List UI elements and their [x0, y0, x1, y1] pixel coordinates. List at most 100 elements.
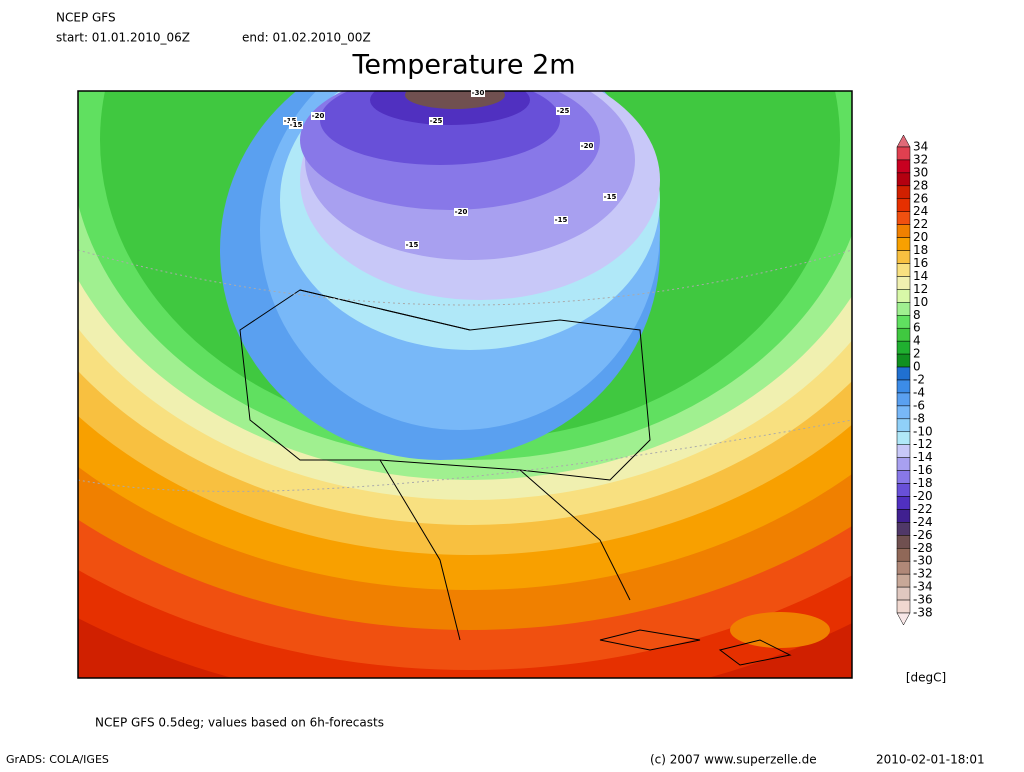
colorbar-label: 24: [913, 204, 928, 218]
colorbar-band: [896, 289, 911, 303]
colorbar-label: 2: [913, 347, 921, 361]
colorbar-label: -24: [913, 515, 933, 529]
colorbar-band: [896, 263, 911, 277]
colorbar-label: -16: [913, 463, 933, 477]
colorbar-label: -18: [913, 476, 933, 490]
contour-label: -30: [472, 89, 485, 97]
colorbar-band: [896, 599, 911, 614]
colorbar-band: [896, 444, 911, 458]
coastline: [599, 629, 792, 666]
colorbar: 3432302826242220181614121086420-2-4-6-8-…: [896, 134, 933, 626]
colorbar-band: [896, 250, 911, 264]
unit-label: [degC]: [906, 671, 946, 685]
colorbar-label: -12: [913, 437, 933, 451]
colorbar-label: 16: [913, 256, 928, 270]
colorbar-band: [896, 340, 911, 355]
contour-label-box: [289, 121, 303, 129]
colorbar-label: 34: [913, 140, 928, 154]
colorbar-band: [896, 379, 911, 394]
colorbar-band: [896, 457, 911, 471]
contour-label: -20: [455, 208, 468, 216]
colorbar-label: -30: [913, 554, 933, 568]
end-label: end: 01.02.2010_00Z: [242, 31, 371, 45]
colorbar-label: -34: [913, 580, 933, 594]
colorbar-band: [896, 405, 911, 420]
contour-labels: -15-20-25-30-25-20-20-15-15-15-15: [283, 89, 617, 249]
colorbar-label: -8: [913, 411, 925, 425]
contour-label-box: [556, 107, 570, 115]
colorbar-band: [896, 185, 911, 200]
colorbar-label: 0: [913, 360, 921, 374]
colorbar-label: -4: [913, 385, 925, 399]
colorbar-band: [896, 224, 911, 238]
contour-label-box: [603, 193, 617, 201]
colorbar-band: [896, 418, 911, 433]
colorbar-cap: [896, 612, 911, 626]
border-line: [299, 289, 631, 641]
contour-label: -15: [290, 121, 303, 129]
colorbar-band: [896, 483, 911, 497]
colorbar-label: -20: [913, 489, 933, 503]
start-label: start: 01.01.2010_06Z: [56, 31, 190, 45]
colorbar-band: [896, 327, 911, 342]
field: [730, 612, 830, 648]
contour-label-box: [405, 241, 419, 249]
colorbar-label: -6: [913, 398, 925, 412]
colorbar-label: -10: [913, 424, 933, 438]
colorbar-label: -22: [913, 502, 933, 516]
contour-label: -20: [581, 142, 594, 150]
colorbar-label: -36: [913, 593, 933, 607]
graticule: [78, 249, 852, 492]
colorbar-label: -38: [913, 606, 933, 620]
model-label: NCEP GFS: [56, 11, 116, 25]
colorbar-label: 8: [913, 308, 921, 322]
colorbar-label: 20: [913, 230, 928, 244]
colorbar-label: 26: [913, 191, 928, 205]
colorbar-band: [896, 315, 911, 329]
contour-label-box: [429, 117, 443, 125]
colorbar-label: -14: [913, 450, 933, 464]
colorbar-band: [896, 159, 911, 174]
colorbar-band: [896, 535, 911, 549]
contour-label: -15: [406, 241, 419, 249]
field: [405, 91, 505, 109]
colorbar-label: -32: [913, 567, 933, 581]
colorbar-band: [896, 302, 911, 316]
contour-label: -15: [555, 216, 568, 224]
colorbar-band: [896, 522, 911, 536]
colorbar-label: 22: [913, 217, 928, 231]
map-title: Temperature 2m: [351, 50, 575, 81]
colorbar-label: 14: [913, 269, 928, 283]
colorbar-band: [896, 392, 911, 407]
colorbar-label: 32: [913, 152, 928, 166]
colorbar-band: [896, 560, 911, 575]
colorbar-label: 12: [913, 282, 928, 296]
colorbar-label: -2: [913, 373, 925, 387]
colorbar-cap: [896, 134, 911, 148]
colorbar-band: [896, 548, 911, 562]
colorbar-label: 30: [913, 165, 928, 179]
colorbar-band: [896, 470, 911, 484]
contour-label-box: [471, 89, 485, 97]
timestamp: 2010-02-01-18:01: [876, 753, 985, 767]
contour-label-box: [580, 142, 594, 150]
contour-label: -25: [430, 117, 443, 125]
colorbar-band: [896, 509, 911, 523]
contour-label: -20: [312, 112, 325, 120]
colorbar-band: [896, 276, 911, 290]
contour-label-box: [454, 208, 468, 216]
colorbar-band: [896, 211, 911, 225]
colorbar-band: [896, 573, 911, 588]
colorbar-band: [896, 146, 911, 161]
colorbar-band: [896, 172, 911, 187]
contour-label-box: [311, 112, 325, 120]
colorbar-band: [896, 198, 911, 212]
colorbar-label: -26: [913, 528, 933, 542]
software-label: GrADS: COLA/IGES: [6, 753, 109, 766]
colorbar-band: [896, 237, 911, 251]
colorbar-label: 18: [913, 243, 928, 257]
map-frame: [77, 90, 853, 679]
colorbar-band: [896, 586, 911, 601]
